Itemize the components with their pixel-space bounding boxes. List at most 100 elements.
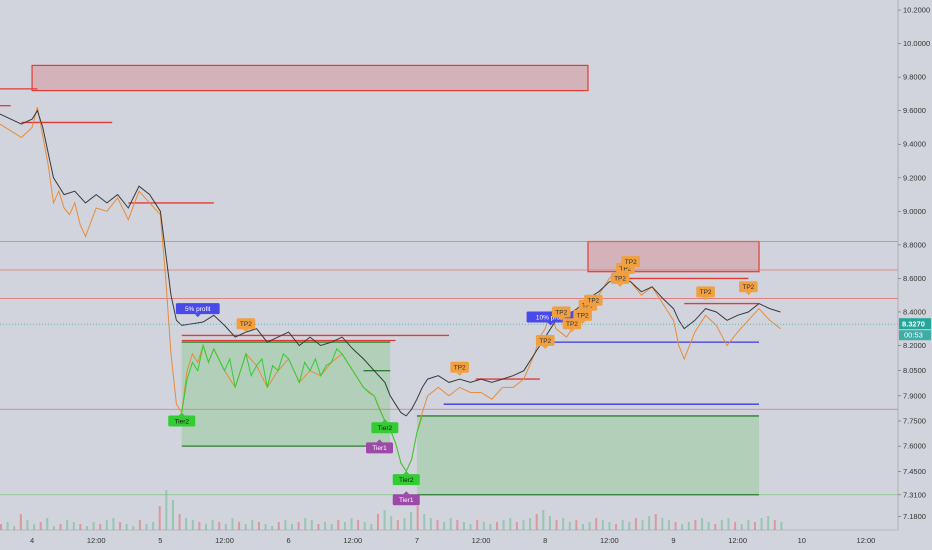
volume-bar-29 <box>191 520 194 530</box>
volume-bar-32 <box>211 520 214 530</box>
annotation-pointer <box>568 329 575 333</box>
volume-bar-65 <box>429 518 432 530</box>
y-tick-label-0: 10.2000 <box>903 6 930 15</box>
volume-bar-91 <box>601 520 604 530</box>
volume-bar-64 <box>423 514 426 530</box>
volume-bar-106 <box>701 518 704 530</box>
volume-bar-103 <box>681 524 684 530</box>
volume-bar-7 <box>46 518 49 530</box>
series-line-2 <box>181 343 423 473</box>
countdown-label: 00:53 <box>904 331 923 340</box>
volume-bar-94 <box>621 520 624 530</box>
y-tick-label-7: 8.8000 <box>903 240 926 249</box>
annotation-box <box>175 303 220 315</box>
volume-bar-80 <box>529 518 532 530</box>
volume-bar-104 <box>687 522 690 530</box>
volume-bar-73 <box>482 522 485 530</box>
annotation-18: Tier2 <box>392 471 420 486</box>
volume-bar-95 <box>628 522 631 530</box>
volume-bar-37 <box>244 524 247 530</box>
annotation-label: Tier1 <box>399 497 414 504</box>
y-tick-label-6: 9.0000 <box>903 207 926 216</box>
annotation-13: TP2 <box>696 286 715 301</box>
annotation-box <box>696 286 715 298</box>
x-tick-label-11: 12:00 <box>728 536 747 545</box>
volume-bar-8 <box>52 526 55 530</box>
volume-bar-24 <box>158 506 161 530</box>
volume-bar-36 <box>238 522 241 530</box>
volume-bar-83 <box>548 516 551 530</box>
annotation-19: Tier1 <box>392 491 420 506</box>
volume-bar-48 <box>317 524 320 530</box>
annotation-label: TP2 <box>742 284 754 291</box>
annotation-label: TP2 <box>582 303 594 310</box>
volume-bar-72 <box>476 520 479 530</box>
annotation-label: TP2 <box>619 266 631 273</box>
volume-bar-109 <box>720 520 723 530</box>
volume-bar-14 <box>92 522 95 530</box>
volume-bar-102 <box>674 522 677 530</box>
volume-bar-117 <box>773 520 776 530</box>
volume-bar-111 <box>734 522 737 530</box>
annotation-pointer <box>547 322 554 326</box>
annotation-label: Tier1 <box>372 445 387 452</box>
volume-bar-88 <box>581 524 584 530</box>
volume-bar-75 <box>496 522 499 530</box>
volume-bar-79 <box>522 520 525 530</box>
volume-bar-13 <box>85 526 88 530</box>
annotation-pointer <box>381 419 388 423</box>
volume-bar-89 <box>588 522 591 530</box>
volume-bar-90 <box>595 518 598 530</box>
annotation-box <box>621 256 641 268</box>
volume-bar-19 <box>125 524 128 530</box>
series-line-1 <box>0 109 781 417</box>
annotation-label: 5% profit <box>185 306 211 313</box>
volume-bar-56 <box>370 524 373 530</box>
y-tick-label-8: 8.6000 <box>903 274 926 283</box>
annotation-box <box>392 494 420 506</box>
volume-bar-100 <box>661 518 664 530</box>
y-tick-label-12: 7.9000 <box>903 391 926 400</box>
annotation-label: TP2 <box>625 259 637 266</box>
annotation-pointer <box>456 372 463 376</box>
volume-bar-34 <box>224 524 227 530</box>
current-price-label: 8.3270 <box>902 320 925 329</box>
x-tick-label-12: 10 <box>798 536 806 545</box>
y-tick-label-15: 7.4500 <box>903 467 926 476</box>
x-tick-label-1: 12:00 <box>87 536 106 545</box>
annotation-17: Tier1 <box>366 439 394 454</box>
y-tick-label-14: 7.6000 <box>903 442 926 451</box>
volume-bar-86 <box>568 522 571 530</box>
volume-bar-78 <box>515 522 518 530</box>
annotation-2: TP2 <box>236 318 256 333</box>
volume-bar-15 <box>99 524 102 530</box>
volume-bar-70 <box>462 522 465 530</box>
y-tick-label-2: 9.8000 <box>903 73 926 82</box>
annotation-pointer <box>627 267 634 271</box>
volume-bar-84 <box>555 520 558 530</box>
annotation-box <box>551 306 571 318</box>
volume-bar-110 <box>727 518 730 530</box>
annotation-box <box>450 361 469 373</box>
zone-2 <box>181 340 391 447</box>
y-tick-label-13: 7.7500 <box>903 416 926 425</box>
volume-bar-23 <box>152 522 155 530</box>
volume-bar-114 <box>753 522 756 530</box>
annotation-pointer <box>702 297 709 301</box>
annotation-4: TP2 <box>535 334 555 349</box>
volume-bar-116 <box>767 516 770 530</box>
volume-bar-54 <box>357 520 360 530</box>
volume-bar-57 <box>376 514 379 530</box>
annotation-pointer <box>622 273 629 277</box>
annotation-label: TP2 <box>539 338 551 345</box>
volume-bar-115 <box>760 518 763 530</box>
volume-bar-26 <box>171 500 174 530</box>
volume-bar-99 <box>654 514 657 530</box>
volume-bar-113 <box>747 520 750 530</box>
annotation-pointer <box>194 314 201 318</box>
volume-bar-62 <box>410 512 413 530</box>
volume-bar-43 <box>284 520 287 530</box>
zone-1 <box>587 240 760 273</box>
annotation-box <box>236 318 256 330</box>
